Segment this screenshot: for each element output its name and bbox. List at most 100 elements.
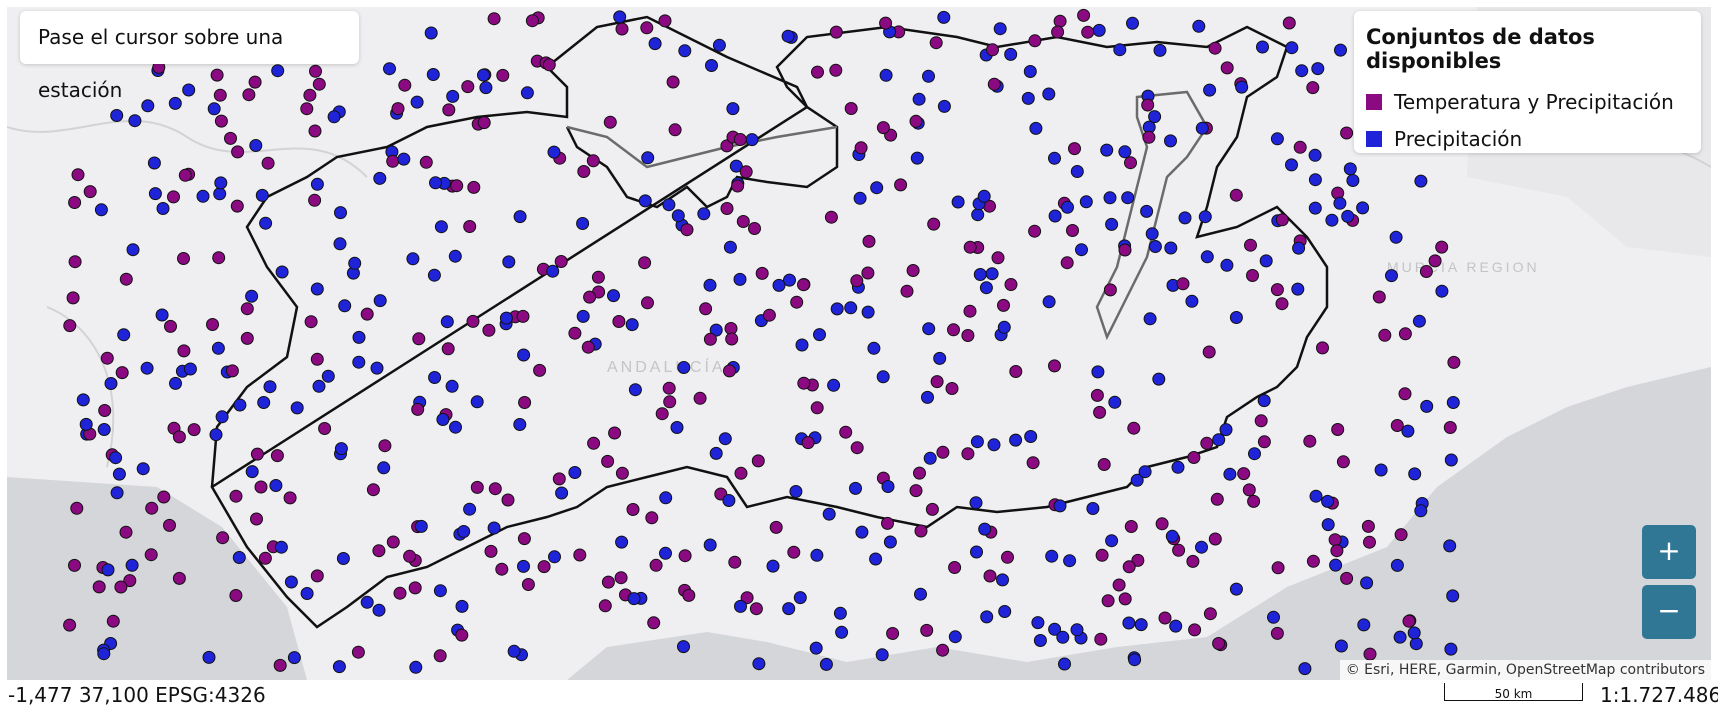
station-marker[interactable] [790, 295, 804, 309]
station-marker[interactable] [883, 535, 897, 549]
station-marker[interactable] [1178, 211, 1192, 225]
station-marker[interactable] [66, 291, 80, 305]
station-marker[interactable] [900, 284, 914, 298]
station-marker[interactable] [1229, 188, 1243, 202]
station-marker[interactable] [101, 563, 115, 577]
station-marker[interactable] [1246, 269, 1259, 282]
station-marker[interactable] [1145, 227, 1159, 241]
station-marker[interactable] [722, 494, 736, 507]
station-marker[interactable] [1435, 240, 1449, 254]
station-marker[interactable] [245, 289, 259, 303]
station-marker[interactable] [1325, 213, 1339, 227]
station-marker[interactable] [1053, 14, 1067, 28]
station-marker[interactable] [148, 187, 162, 201]
station-marker[interactable] [749, 602, 763, 616]
station-marker[interactable] [284, 575, 298, 589]
station-marker[interactable] [547, 145, 561, 159]
station-marker[interactable] [70, 501, 84, 515]
station-marker[interactable] [1192, 19, 1206, 33]
station-marker[interactable] [212, 251, 226, 265]
station-marker[interactable] [922, 69, 935, 83]
station-marker[interactable] [79, 417, 93, 431]
station-marker[interactable] [327, 110, 341, 124]
station-marker[interactable] [436, 413, 450, 426]
station-marker[interactable] [739, 165, 753, 179]
station-marker[interactable] [231, 145, 245, 159]
station-marker[interactable] [114, 580, 128, 594]
station-marker[interactable] [487, 12, 501, 26]
station-marker[interactable] [641, 296, 654, 310]
station-marker[interactable] [333, 237, 347, 251]
station-marker[interactable] [1409, 637, 1423, 651]
station-marker[interactable] [209, 428, 223, 442]
station-marker[interactable] [1075, 243, 1088, 257]
station-marker[interactable] [1293, 140, 1307, 154]
station-marker[interactable] [1155, 517, 1169, 531]
station-marker[interactable] [983, 569, 997, 583]
station-marker[interactable] [1086, 502, 1100, 515]
station-marker[interactable] [1053, 499, 1067, 513]
station-marker[interactable] [659, 491, 673, 505]
station-marker[interactable] [881, 516, 894, 530]
station-marker[interactable] [1142, 130, 1156, 144]
station-marker[interactable] [1143, 312, 1157, 326]
station-marker[interactable] [210, 68, 224, 82]
station-marker[interactable] [419, 155, 433, 169]
station-marker[interactable] [1164, 134, 1177, 148]
station-marker[interactable] [477, 68, 490, 82]
station-marker[interactable] [1021, 91, 1035, 105]
station-marker[interactable] [68, 196, 82, 209]
station-marker[interactable] [709, 446, 723, 460]
station-marker[interactable] [271, 64, 285, 78]
station-marker[interactable] [734, 599, 747, 613]
station-marker[interactable] [1009, 365, 1023, 378]
station-marker[interactable] [1244, 238, 1257, 252]
station-marker[interactable] [1428, 254, 1442, 268]
station-marker[interactable] [920, 623, 934, 637]
station-marker[interactable] [906, 264, 920, 277]
station-marker[interactable] [1105, 217, 1119, 231]
station-marker[interactable] [576, 217, 590, 230]
station-marker[interactable] [922, 322, 936, 336]
station-marker[interactable] [1259, 254, 1273, 268]
station-marker[interactable] [100, 351, 114, 365]
station-marker[interactable] [147, 156, 161, 170]
station-marker[interactable] [1235, 80, 1249, 94]
station-marker[interactable] [963, 304, 977, 318]
station-marker[interactable] [383, 62, 396, 76]
station-marker[interactable] [1378, 328, 1392, 342]
station-marker[interactable] [876, 370, 890, 384]
station-marker[interactable] [378, 439, 392, 453]
zoom-in-button[interactable]: + [1642, 525, 1696, 579]
station-marker[interactable] [1321, 494, 1335, 508]
station-marker[interactable] [670, 421, 684, 434]
station-marker[interactable] [352, 330, 366, 344]
station-marker[interactable] [1398, 387, 1412, 401]
station-marker[interactable] [910, 151, 924, 165]
station-marker[interactable] [308, 193, 322, 207]
station-marker[interactable] [117, 328, 131, 342]
station-marker[interactable] [1068, 142, 1081, 156]
station-marker[interactable] [936, 445, 950, 459]
station-marker[interactable] [703, 538, 717, 552]
station-marker[interactable] [225, 364, 239, 378]
station-marker[interactable] [403, 549, 417, 563]
station-marker[interactable] [861, 305, 875, 319]
station-marker[interactable] [720, 202, 734, 215]
station-marker[interactable] [886, 627, 900, 640]
station-marker[interactable] [986, 43, 999, 57]
station-marker[interactable] [666, 75, 680, 89]
station-marker[interactable] [372, 544, 386, 558]
station-marker[interactable] [625, 318, 639, 332]
station-marker[interactable] [914, 587, 927, 601]
station-marker[interactable] [961, 329, 975, 342]
station-marker[interactable] [1412, 314, 1426, 328]
station-marker[interactable] [397, 152, 411, 166]
station-marker[interactable] [449, 420, 462, 434]
station-marker[interactable] [470, 480, 484, 494]
station-marker[interactable] [1343, 162, 1357, 176]
station-marker[interactable] [977, 189, 991, 203]
station-marker[interactable] [97, 647, 111, 661]
station-marker[interactable] [495, 562, 509, 576]
station-marker[interactable] [729, 159, 743, 173]
